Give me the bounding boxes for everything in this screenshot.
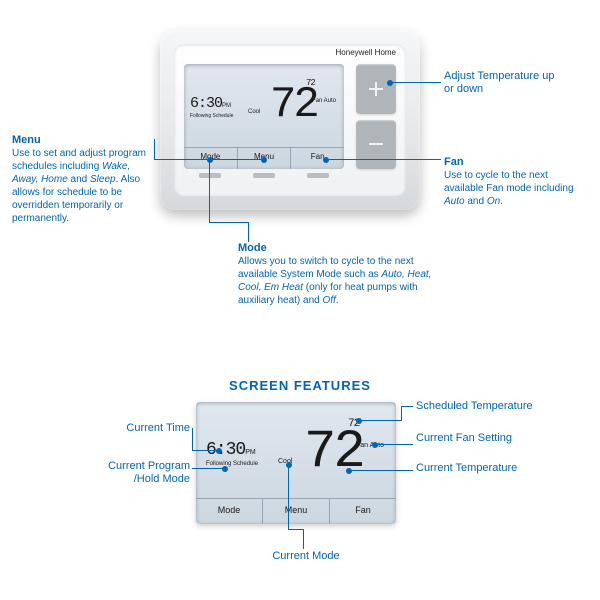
sf-subtext: Following Schedule xyxy=(206,461,258,467)
dot-cm xyxy=(286,462,292,468)
line-st-h xyxy=(362,420,402,421)
dot-st xyxy=(356,418,362,424)
label-current-temp: Current Temperature xyxy=(416,462,536,475)
line-fan xyxy=(329,159,441,160)
dot-cf xyxy=(372,442,378,448)
line-adjust xyxy=(393,82,441,83)
label-current-fan: Current Fan Setting xyxy=(416,432,556,445)
screen-features-title: SCREEN FEATURES xyxy=(0,378,600,393)
dot-ct xyxy=(216,448,222,454)
brand-label: Honeywell Home xyxy=(336,48,396,57)
callout-mode-title: Mode xyxy=(238,242,448,255)
line-mode-v1 xyxy=(209,163,210,223)
callout-fan: Fan Use to cycle to the next available F… xyxy=(444,156,584,208)
label-current-mode-text: Current Mode xyxy=(256,550,356,563)
callout-mode: Mode Allows you to switch to cycle to th… xyxy=(238,242,448,307)
label-current-program: Current Program /Hold Mode xyxy=(80,460,190,486)
sf-menu-button: Menu xyxy=(263,499,330,524)
line-st-h2 xyxy=(401,406,413,407)
dot-mode xyxy=(207,157,213,163)
callout-mode-body: Allows you to switch to cycle to the nex… xyxy=(238,255,448,307)
dot-cp xyxy=(222,466,228,472)
ampm: PM xyxy=(222,103,231,109)
sf-current-temp: 72 xyxy=(304,422,363,483)
dot-ctemp xyxy=(346,468,352,474)
line-menu-v xyxy=(154,139,155,160)
line-ct-v xyxy=(192,428,193,450)
current-temp: 72 xyxy=(270,80,317,130)
line-cp xyxy=(192,468,224,469)
label-current-program-text: Current Program /Hold Mode xyxy=(80,460,190,486)
line-cm-v2 xyxy=(303,529,304,549)
callout-menu-title: Menu xyxy=(12,134,152,147)
temp-up-button[interactable] xyxy=(356,64,396,114)
label-current-time-text: Current Time xyxy=(100,422,190,435)
time-area: 6:30PM Following Schedule xyxy=(190,94,233,119)
thermostat-device: Honeywell Home 6:30PM Following Schedule… xyxy=(160,30,420,210)
line-mode-v2 xyxy=(248,222,249,242)
callout-menu: Menu Use to set and adjust program sched… xyxy=(12,134,152,225)
sf-ampm: PM xyxy=(245,449,256,456)
schedule-status: Following Schedule xyxy=(190,113,233,119)
label-scheduled-temp-text: Scheduled Temperature xyxy=(416,400,536,413)
sf-time-area: 6:30PM Following Schedule xyxy=(206,440,258,467)
callout-menu-body: Use to set and adjust program schedules … xyxy=(12,147,152,225)
callout-fan-body: Use to cycle to the next available Fan m… xyxy=(444,169,584,208)
label-current-fan-text: Current Fan Setting xyxy=(416,432,556,445)
sf-fan-button: Fan xyxy=(330,499,396,524)
line-cm-h xyxy=(288,529,304,530)
dot-adjust xyxy=(387,80,393,86)
line-cf xyxy=(378,444,413,445)
minus-icon xyxy=(367,135,385,153)
line-ctemp xyxy=(352,470,413,471)
line-mode-h xyxy=(209,222,249,223)
dot-menu xyxy=(261,157,267,163)
temp-down-button[interactable] xyxy=(356,120,396,170)
callout-adjust: Adjust Temperature up or down xyxy=(444,70,564,96)
callout-adjust-title: Adjust Temperature up or down xyxy=(444,70,564,96)
line-ct-h xyxy=(192,450,218,451)
label-scheduled-temp: Scheduled Temperature xyxy=(416,400,536,413)
time-value: 6:30 xyxy=(190,95,222,112)
line-st-v xyxy=(401,406,402,421)
sf-mode-button: Mode xyxy=(196,499,263,524)
system-mode: Cool xyxy=(248,109,260,115)
label-current-time: Current Time xyxy=(100,422,190,435)
thermostat-screen: 6:30PM Following Schedule Cool 72 Fan Au… xyxy=(184,64,344,169)
callout-fan-title: Fan xyxy=(444,156,584,169)
label-current-mode: Current Mode xyxy=(256,550,356,563)
label-current-temp-text: Current Temperature xyxy=(416,462,536,475)
plus-icon xyxy=(367,80,385,98)
dot-fan xyxy=(323,157,329,163)
sf-button-row: Mode Menu Fan xyxy=(196,498,396,524)
line-cm-v xyxy=(288,468,289,530)
